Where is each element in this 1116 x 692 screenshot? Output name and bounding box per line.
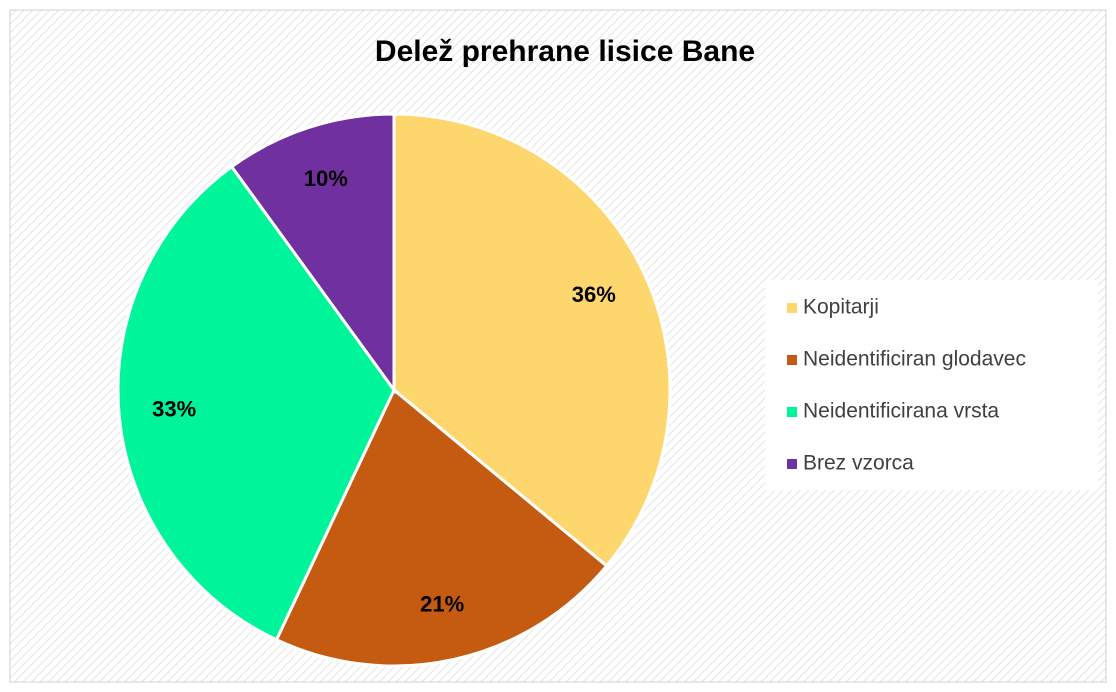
data-label: 33%: [152, 397, 196, 422]
pie-slice: [274, 387, 609, 668]
data-label: 10%: [304, 166, 348, 191]
legend-swatch: [787, 459, 797, 469]
legend-swatch: [787, 355, 797, 365]
data-label: 36%: [572, 282, 616, 307]
legend-label: Kopitarji: [803, 296, 879, 319]
legend-swatch: [787, 303, 797, 313]
legend-swatch: [787, 407, 797, 417]
legend-label: Neidentificiran glodavec: [803, 348, 1026, 371]
chart-title: Delež prehrane lisice Bane: [375, 35, 755, 68]
pie-slice: [229, 112, 396, 395]
data-label: 21%: [420, 591, 464, 616]
pie-slice: [116, 164, 396, 642]
legend-box: [765, 280, 1098, 490]
pie-slice: [392, 112, 672, 569]
legend-label: Neidentificirana vrsta: [803, 400, 999, 423]
legend-label: Brez vzorca: [803, 452, 914, 475]
